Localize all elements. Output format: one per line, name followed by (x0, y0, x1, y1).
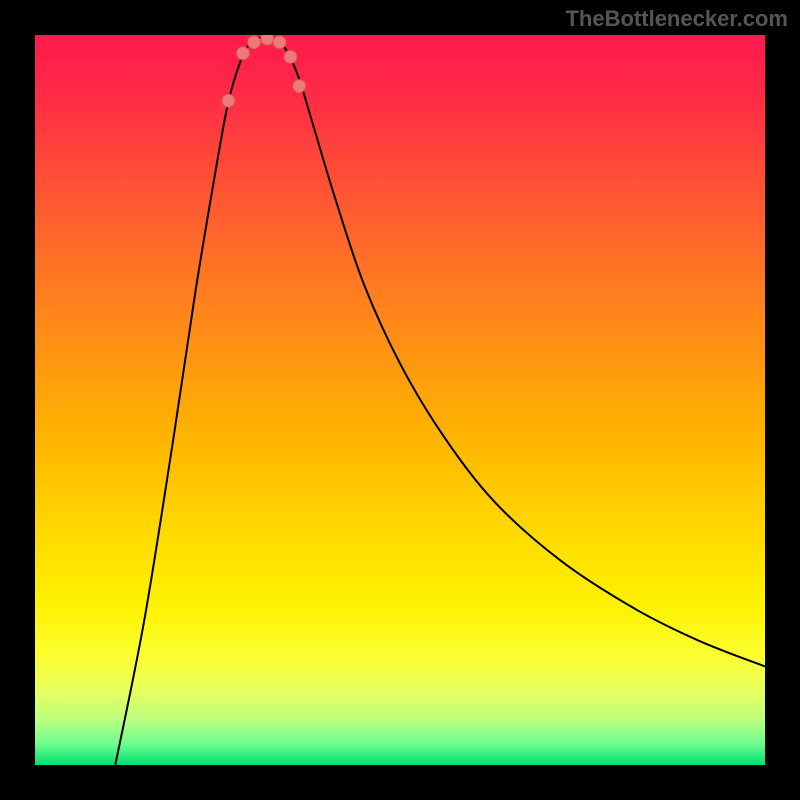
watermark-text: TheBottlenecker.com (565, 6, 788, 32)
chart-svg-layer (35, 35, 765, 765)
data-marker (248, 36, 261, 49)
data-marker (261, 35, 274, 45)
marker-group (222, 35, 306, 107)
data-marker (273, 36, 286, 49)
chart-canvas: TheBottlenecker.com (0, 0, 800, 800)
data-marker (293, 80, 306, 93)
data-marker (284, 50, 297, 63)
data-marker (237, 47, 250, 60)
bottleneck-curve (115, 37, 765, 765)
plot-area (35, 35, 765, 765)
data-marker (222, 94, 235, 107)
